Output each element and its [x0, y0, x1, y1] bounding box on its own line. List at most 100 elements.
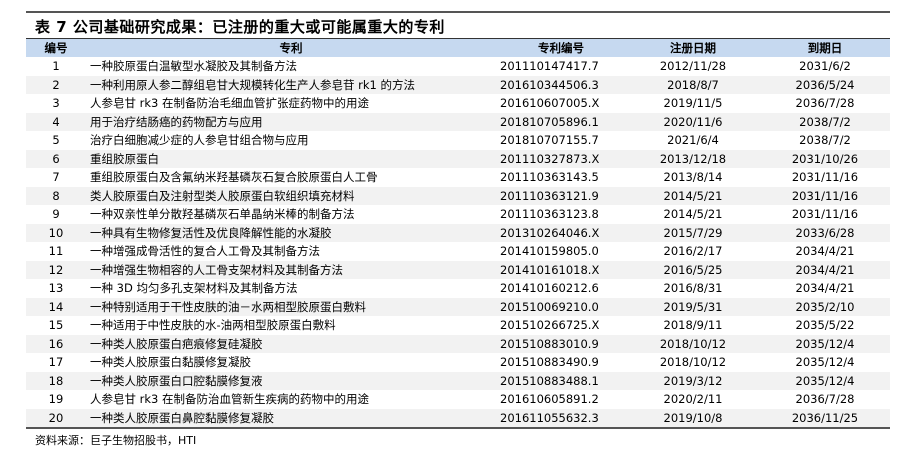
cell-registration-date: 2013/12/18 [626, 149, 760, 168]
cell-expiry-date: 2036/7/28 [795, 96, 855, 111]
cell-number: 15 [48, 318, 64, 333]
cell-expiry-date: 2038/7/2 [799, 133, 851, 148]
cell-expiry-date: 2035/5/22 [795, 318, 855, 333]
cell-patent: 一种类人胶原蛋白口腔黏膜修复液 [86, 371, 496, 390]
cell-expiry-date: 2031/11/16 [791, 207, 859, 222]
header-patent-number: 专利编号 [496, 38, 626, 57]
cell-patent-number: 201110363143.5 [500, 170, 599, 185]
table-row: 19 人参皂甘 rk3 在制备防治血管新生疾病的药物中的用途 20161060589… [26, 390, 890, 409]
table-row: 12 一种增强生物相容的人工骨支架材料及其制备方法 201410161018.X 20… [26, 260, 890, 279]
cell-registration-date: 2014/5/21 [663, 207, 723, 222]
cell-patent: 一种类人胶原蛋白黏膜修复凝胶 [90, 355, 251, 370]
cell-registration-date: 2013/8/14 [663, 170, 723, 185]
table-row: 11 一种增强成骨活性的复合人工骨及其制备方法 201410159805.0 2016… [26, 242, 890, 261]
table-title: 表 7 公司基础研究成果：已注册的重大或可能属重大的专利 [35, 18, 445, 36]
cell-patent: 一种胶原蛋白温敏型水凝胶及其制备方法 [90, 59, 297, 74]
cell-patent: 一种 3D 均匀多孔支架材料及其制备方法 [90, 281, 298, 296]
cell-expiry-date: 2036/5/24 [760, 75, 890, 94]
cell-number: 6 [26, 149, 86, 168]
cell-number: 5 [52, 133, 60, 148]
cell-patent-number: 201610607005.X [500, 96, 600, 111]
cell-expiry-date: 2038/7/2 [760, 112, 890, 131]
table-row: 17 一种类人胶原蛋白黏膜修复凝胶 201510883490.9 2018/10/12… [26, 353, 890, 372]
cell-patent-number: 201510266725.X [500, 318, 600, 333]
cell-patent-number: 201110327873.X [496, 149, 626, 168]
cell-patent-number: 201110363123.8 [500, 207, 599, 222]
cell-number: 16 [26, 334, 86, 353]
cell-expiry-date: 2035/12/4 [760, 371, 890, 390]
cell-registration-date: 2021/6/4 [667, 133, 719, 148]
cell-expiry-date: 2031/11/16 [760, 186, 890, 205]
cell-number: 3 [52, 96, 60, 111]
cell-patent: 一种适用于中性皮肤的水-油两相型胶原蛋白敷料 [90, 318, 336, 333]
cell-number: 4 [26, 112, 86, 131]
cell-number: 13 [48, 281, 64, 296]
cell-patent: 用于治疗结肠癌的药物配方与应用 [86, 112, 496, 131]
table-row: 13 一种 3D 均匀多孔支架材料及其制备方法 201410160212.6 2016… [26, 279, 890, 298]
cell-patent: 一种类人胶原蛋白鼻腔黏膜修复凝胶 [86, 408, 496, 429]
cell-registration-date: 2020/11/6 [626, 112, 760, 131]
cell-registration-date: 2018/10/12 [626, 334, 760, 353]
cell-registration-date: 2018/8/7 [626, 75, 760, 94]
cell-registration-date: 2019/11/5 [663, 96, 723, 111]
cell-registration-date: 2018/10/12 [659, 355, 727, 370]
cell-expiry-date: 2031/6/2 [799, 59, 851, 74]
cell-patent: 一种增强成骨活性的复合人工骨及其制备方法 [90, 244, 320, 259]
table-row: 1 一种胶原蛋白温敏型水凝胶及其制备方法 201110147417.7 2012/11… [26, 57, 890, 76]
table-row: 6 重组胶原蛋白 201110327873.X 2013/12/18 2031/10/2… [26, 149, 890, 168]
header-expiry-date: 到期日 [760, 38, 890, 57]
cell-patent-number: 201611055632.3 [496, 408, 626, 429]
cell-patent: 人参皂甘 rk3 在制备防治毛细血管扩张症药物中的用途 [90, 96, 370, 111]
cell-number: 2 [26, 75, 86, 94]
cell-number: 10 [26, 223, 86, 242]
table-row: 5 治疗白细胞减少症的人参皂甘组合物与应用 201810707155.7 2021/6… [26, 131, 890, 150]
table-row: 8 类人胶原蛋白及注射型类人胶原蛋白软组织填充材料 201110363121.9 20… [26, 186, 890, 205]
cell-expiry-date: 2036/7/28 [795, 392, 855, 407]
cell-expiry-date: 2036/11/25 [760, 408, 890, 429]
cell-number: 20 [26, 408, 86, 429]
cell-patent-number: 201310264046.X [496, 223, 626, 242]
cell-expiry-date: 2033/6/28 [760, 223, 890, 242]
cell-patent: 类人胶原蛋白及注射型类人胶原蛋白软组织填充材料 [86, 186, 496, 205]
cell-registration-date: 2016/5/25 [626, 260, 760, 279]
cell-expiry-date: 2035/2/10 [760, 297, 890, 316]
cell-patent-number: 201410161018.X [496, 260, 626, 279]
table-row: 14 一种特别适用于干性皮肤的油－水两相型胶原蛋白敷料 201510069210.0… [26, 297, 890, 316]
cell-patent: 一种类人胶原蛋白疤痕修复硅凝胶 [86, 334, 496, 353]
cell-number: 8 [26, 186, 86, 205]
header-number: 编号 [26, 38, 86, 57]
cell-number: 7 [52, 170, 60, 185]
cell-patent: 一种利用原人参二醇组皂甘大规模转化生产人参皂苷 rk1 的方法 [86, 75, 496, 94]
cell-patent-number: 201510883488.1 [496, 371, 626, 390]
cell-expiry-date: 2035/12/4 [760, 334, 890, 353]
header-row: 编号 专利 专利编号 注册日期 到期日 [26, 38, 890, 57]
cell-patent-number: 201610344506.3 [496, 75, 626, 94]
cell-expiry-date: 2034/4/21 [795, 244, 855, 259]
cell-registration-date: 2015/7/29 [626, 223, 760, 242]
cell-registration-date: 2016/2/17 [663, 244, 723, 259]
cell-expiry-date: 2031/11/16 [791, 170, 859, 185]
cell-patent-number: 201510069210.0 [496, 297, 626, 316]
cell-registration-date: 2019/3/12 [626, 371, 760, 390]
cell-patent-number: 201410160212.6 [500, 281, 599, 296]
cell-number: 12 [26, 260, 86, 279]
cell-patent: 一种双亲性单分散羟基磷灰石单晶纳米棒的制备方法 [90, 207, 355, 222]
cell-expiry-date: 2031/10/26 [760, 149, 890, 168]
cell-registration-date: 2014/5/21 [626, 186, 760, 205]
cell-patent: 治疗白细胞减少症的人参皂甘组合物与应用 [90, 133, 309, 148]
source-note: 资料来源：巨子生物招股书，HTI [35, 434, 197, 447]
header-registration-date: 注册日期 [626, 38, 760, 57]
table-row: 10 一种具有生物修复活性及优良降解性能的水凝胶 201310264046.X 201… [26, 223, 890, 242]
cell-registration-date: 2019/5/31 [626, 297, 760, 316]
cell-patent: 重组胶原蛋白 [86, 149, 496, 168]
table-row: 15 一种适用于中性皮肤的水-油两相型胶原蛋白敷料 201510266725.X 20… [26, 316, 890, 335]
table-row: 9 一种双亲性单分散羟基磷灰石单晶纳米棒的制备方法 201110363123.8 20… [26, 205, 890, 224]
cell-patent: 一种增强生物相容的人工骨支架材料及其制备方法 [86, 260, 496, 279]
cell-patent-number: 201110147417.7 [500, 59, 599, 74]
table-row: 2 一种利用原人参二醇组皂甘大规模转化生产人参皂苷 rk1 的方法 20161034… [26, 75, 890, 94]
table-row: 4 用于治疗结肠癌的药物配方与应用 201810705896.1 2020/11/6 2… [26, 112, 890, 131]
cell-patent: 一种特别适用于干性皮肤的油－水两相型胶原蛋白敷料 [86, 297, 496, 316]
cell-patent-number: 201610605891.2 [500, 392, 599, 407]
cell-number: 14 [26, 297, 86, 316]
table-row: 3 人参皂甘 rk3 在制备防治毛细血管扩张症药物中的用途 201610607005… [26, 94, 890, 113]
